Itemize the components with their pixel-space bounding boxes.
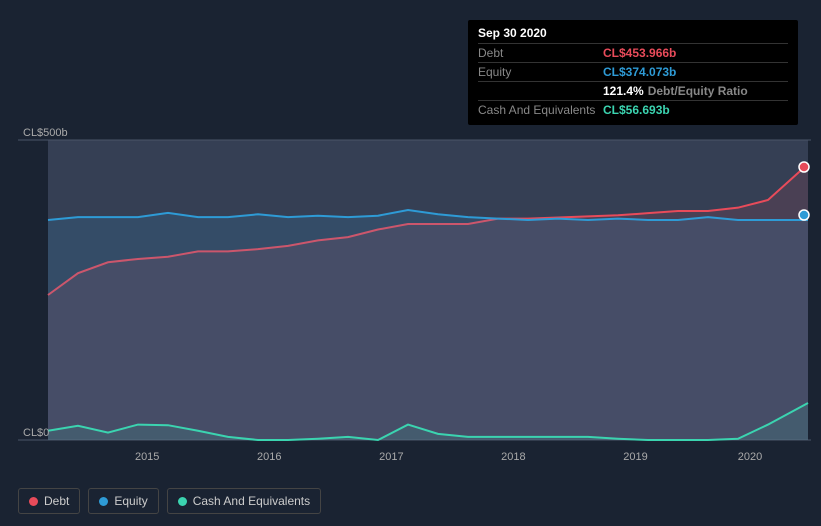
tooltip-row: Cash And EquivalentsCL$56.693b	[478, 101, 788, 119]
tooltip-row: DebtCL$453.966b	[478, 44, 788, 63]
legend-label: Equity	[114, 494, 147, 508]
tooltip-metric-value: 121.4%Debt/Equity Ratio	[603, 84, 748, 98]
tooltip-metric-value: CL$453.966b	[603, 46, 676, 60]
x-axis-label: 2017	[379, 451, 403, 463]
tooltip-metric-value: CL$374.073b	[603, 65, 676, 79]
tooltip-metric-label: Debt	[478, 46, 603, 60]
chart-tooltip: Sep 30 2020 DebtCL$453.966bEquityCL$374.…	[468, 20, 798, 125]
legend-dot-icon	[29, 497, 38, 506]
legend-label: Debt	[44, 494, 69, 508]
tooltip-metric-value: CL$56.693b	[603, 103, 670, 117]
chart-plot	[18, 120, 811, 460]
tooltip-metric-label	[478, 84, 603, 98]
legend-item-cash-and-equivalents[interactable]: Cash And Equivalents	[167, 488, 321, 514]
y-axis-label: CL$500b	[23, 127, 68, 139]
legend-dot-icon	[178, 497, 187, 506]
tooltip-row: 121.4%Debt/Equity Ratio	[478, 82, 788, 101]
tooltip-row: EquityCL$374.073b	[478, 63, 788, 82]
x-axis-label: 2020	[738, 451, 762, 463]
legend-dot-icon	[99, 497, 108, 506]
y-axis-label: CL$0	[23, 427, 49, 439]
legend-label: Cash And Equivalents	[193, 494, 310, 508]
x-axis-label: 2018	[501, 451, 525, 463]
tooltip-metric-label: Cash And Equivalents	[478, 103, 603, 117]
x-axis-label: 2019	[623, 451, 647, 463]
debt-equity-chart: CL$500b CL$0 2015 2016 2017 2018 2019 2020	[18, 120, 811, 460]
x-axis-label: 2015	[135, 451, 159, 463]
x-axis-label: 2016	[257, 451, 281, 463]
tooltip-metric-label: Equity	[478, 65, 603, 79]
legend-item-equity[interactable]: Equity	[88, 488, 158, 514]
legend-item-debt[interactable]: Debt	[18, 488, 80, 514]
tooltip-date: Sep 30 2020	[478, 26, 788, 44]
chart-legend: Debt Equity Cash And Equivalents	[18, 488, 321, 514]
